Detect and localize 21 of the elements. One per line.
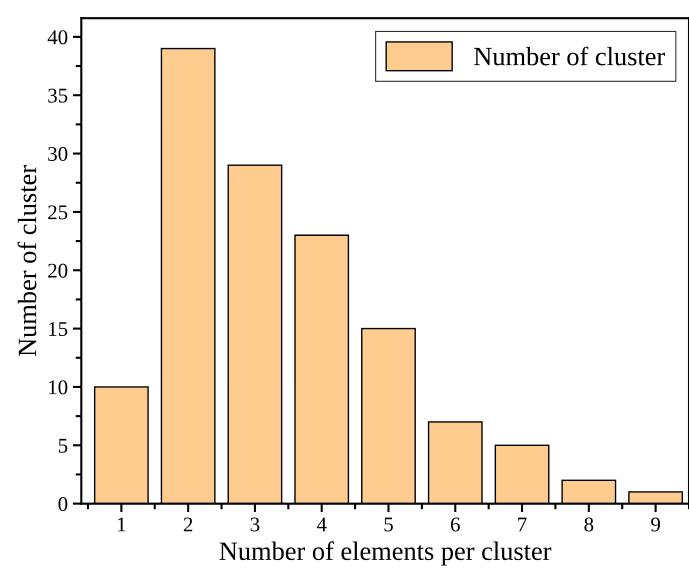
x-tick-label: 9 xyxy=(651,518,660,532)
y-tick-label: 25 xyxy=(48,205,68,220)
y-tick-label: 5 xyxy=(58,438,68,453)
x-tick-label: 8 xyxy=(584,517,594,532)
x-axis-title: Number of elements per cluster xyxy=(220,541,552,566)
y-tick-label: 35 xyxy=(48,88,68,103)
x-tick-label: 2 xyxy=(184,518,192,532)
y-axis-title: Number of cluster xyxy=(18,165,36,356)
y-tick-label: 30 xyxy=(48,146,68,161)
x-tick-label: 5 xyxy=(384,518,393,532)
x-tick-label: 1 xyxy=(118,518,126,532)
legend-label: Number of cluster xyxy=(474,46,666,66)
y-tick-label: 20 xyxy=(48,264,68,278)
x-tick-label: 4 xyxy=(316,518,327,532)
x-tick-label: 6 xyxy=(450,518,460,532)
y-tick-label: 40 xyxy=(48,30,68,44)
x-tick-label: 3 xyxy=(250,518,260,532)
y-tick-label: 0 xyxy=(58,497,68,512)
y-tick-label: 10 xyxy=(49,380,68,394)
x-tick-label: 7 xyxy=(518,518,527,532)
y-tick-label: 15 xyxy=(49,322,68,336)
